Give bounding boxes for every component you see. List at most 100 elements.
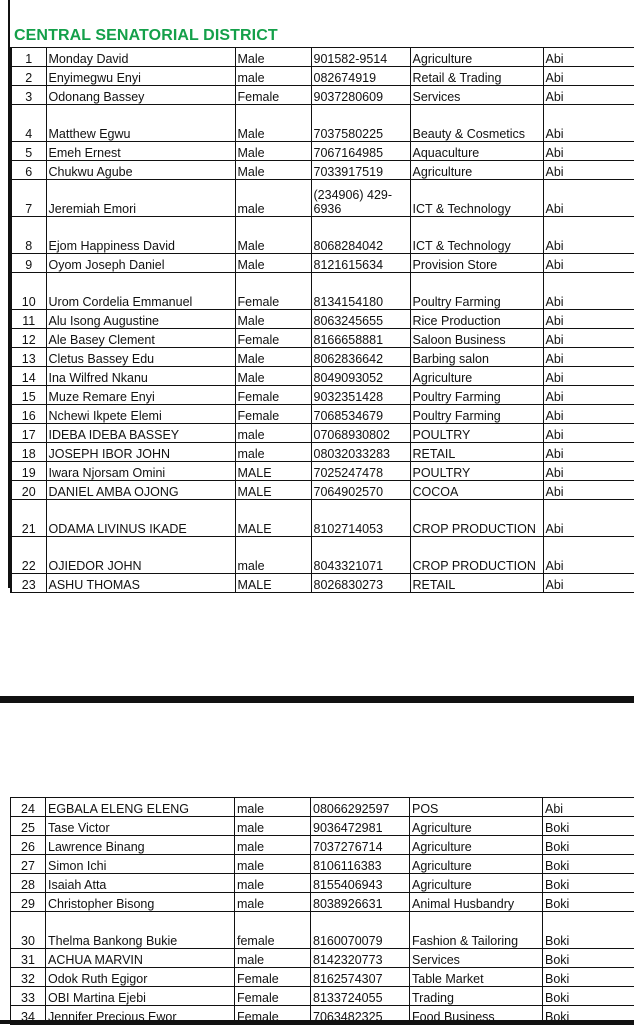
cell-name: Lawrence Binang <box>46 836 235 855</box>
cell-gender: MALE <box>235 500 311 537</box>
cell-no: 11 <box>11 310 46 329</box>
cell-lga: Abi <box>543 86 634 105</box>
cell-lga: Abi <box>543 574 634 593</box>
cell-phone: 901582-9514 <box>311 48 410 67</box>
cell-lga: Boki <box>543 912 634 949</box>
cell-gender: Male <box>235 161 311 180</box>
cell-phone: 7033917519 <box>311 161 410 180</box>
cell-lga: Abi <box>543 481 634 500</box>
cell-business: ICT & Technology <box>410 180 543 217</box>
cell-name: Isaiah Atta <box>46 874 235 893</box>
cell-gender: male <box>235 67 311 86</box>
cell-business: Trading <box>410 987 543 1006</box>
cell-name: Muze Remare Enyi <box>46 386 235 405</box>
cell-business: RETAIL <box>410 574 543 593</box>
cell-lga: Abi <box>543 273 634 310</box>
cell-lga: Boki <box>543 836 634 855</box>
cell-gender: Male <box>235 48 311 67</box>
cell-no: 27 <box>11 855 46 874</box>
cell-phone: 8038926631 <box>311 893 410 912</box>
cell-business: Agriculture <box>410 367 543 386</box>
cell-business: Agriculture <box>410 874 543 893</box>
cell-lga: Abi <box>543 310 634 329</box>
cell-business: Animal Husbandry <box>410 893 543 912</box>
cell-business: Poultry Farming <box>410 273 543 310</box>
district-title: CENTRAL SENATORIAL DISTRICT <box>14 27 278 45</box>
cell-business: POULTRY <box>410 424 543 443</box>
cell-no: 10 <box>11 273 46 310</box>
cell-phone: 8102714053 <box>311 500 410 537</box>
cell-gender: Female <box>235 987 311 1006</box>
cell-no: 22 <box>11 537 46 574</box>
cell-business: Barbing salon <box>410 348 543 367</box>
cell-no: 33 <box>11 987 46 1006</box>
cell-phone: 08032033283 <box>311 443 410 462</box>
cell-gender: male <box>235 817 311 836</box>
cell-gender: Male <box>235 217 311 254</box>
cell-gender: male <box>235 874 311 893</box>
cell-name: Iwara Njorsam Omini <box>46 462 235 481</box>
cell-lga: Abi <box>543 348 634 367</box>
cell-name: Nchewi Ikpete Elemi <box>46 405 235 424</box>
cell-gender: Male <box>235 348 311 367</box>
cell-phone: 7037580225 <box>311 105 410 142</box>
cell-phone: 8155406943 <box>311 874 410 893</box>
cell-name: Cletus Bassey Edu <box>46 348 235 367</box>
cell-no: 17 <box>11 424 46 443</box>
cell-business: Agriculture <box>410 48 543 67</box>
cell-gender: male <box>235 798 311 817</box>
cell-phone: 7067164985 <box>311 142 410 161</box>
cell-business: POS <box>410 798 543 817</box>
cell-no: 15 <box>11 386 46 405</box>
cell-no: 1 <box>11 48 46 67</box>
cell-business: CROP PRODUCTION <box>410 537 543 574</box>
cell-lga: Abi <box>543 105 634 142</box>
cell-phone: 7064902570 <box>311 481 410 500</box>
cell-lga: Boki <box>543 874 634 893</box>
cell-phone: 7037276714 <box>311 836 410 855</box>
cell-lga: Abi <box>543 462 634 481</box>
cell-no: 32 <box>11 968 46 987</box>
cell-business: Agriculture <box>410 855 543 874</box>
cell-name: Enyimegwu Enyi <box>46 67 235 86</box>
cell-no: 14 <box>11 367 46 386</box>
cell-lga: Abi <box>543 386 634 405</box>
cell-lga: Abi <box>543 329 634 348</box>
cell-no: 12 <box>11 329 46 348</box>
cell-no: 24 <box>11 798 46 817</box>
cell-business: Agriculture <box>410 817 543 836</box>
cell-lga: Abi <box>543 217 634 254</box>
cell-lga: Abi <box>543 142 634 161</box>
cell-lga: Boki <box>543 949 634 968</box>
cell-no: 16 <box>11 405 46 424</box>
cell-lga: Boki <box>543 817 634 836</box>
cell-phone: 8142320773 <box>311 949 410 968</box>
cell-phone: 8026830273 <box>311 574 410 593</box>
cell-phone: 9036472981 <box>311 817 410 836</box>
cell-business: POULTRY <box>410 462 543 481</box>
cell-gender: Female <box>235 968 311 987</box>
cell-lga: Boki <box>543 987 634 1006</box>
cell-gender: male <box>235 949 311 968</box>
cell-no: 5 <box>11 142 46 161</box>
cell-gender: male <box>235 836 311 855</box>
cell-no: 29 <box>11 893 46 912</box>
cell-phone: 8162574307 <box>311 968 410 987</box>
cell-name: Tase Victor <box>46 817 235 836</box>
cell-lga: Abi <box>543 424 634 443</box>
cell-gender: Male <box>235 105 311 142</box>
